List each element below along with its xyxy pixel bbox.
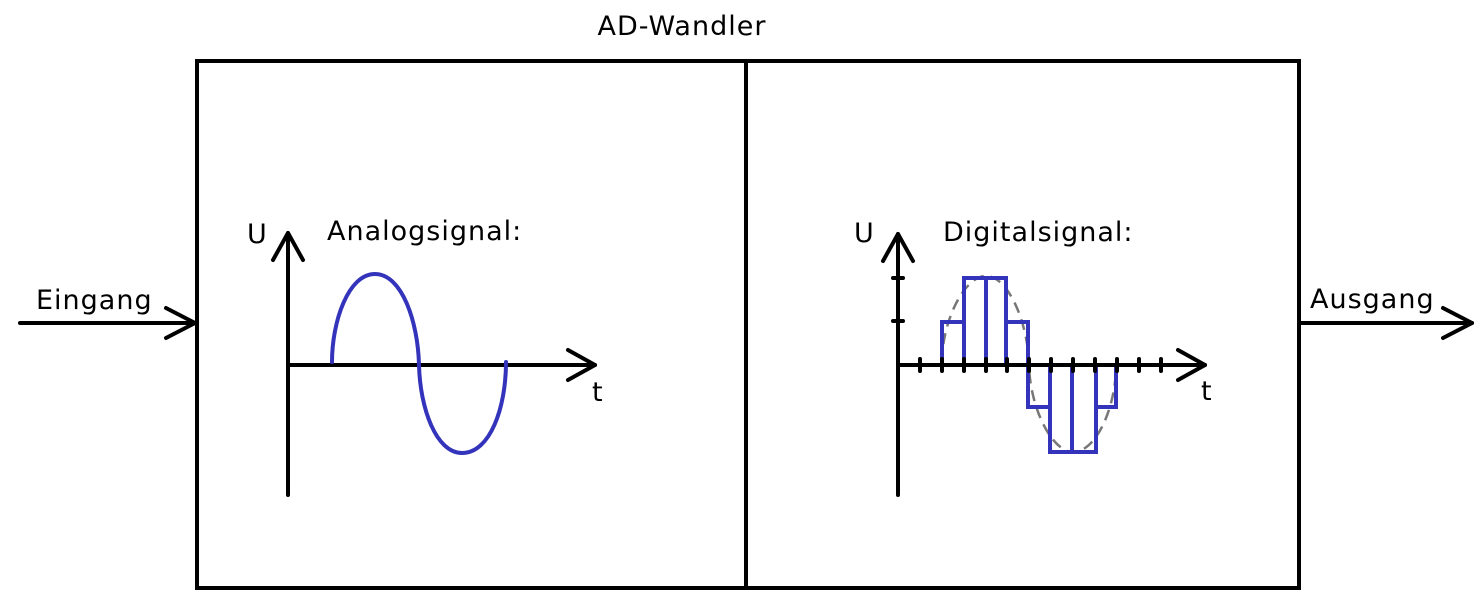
analog-x-arrowhead	[566, 348, 597, 382]
digital-title: Digitalsignal:	[943, 217, 1134, 248]
analog-x-axis-label: t	[592, 377, 604, 408]
analog-axes	[271, 231, 597, 497]
input-label: Eingang	[36, 285, 153, 316]
digital-x-arrowhead	[1176, 348, 1207, 382]
input-arrow	[18, 306, 197, 340]
digital-panel: Digitalsignal: U t	[854, 217, 1213, 497]
output-label: Ausgang	[1310, 284, 1435, 315]
sample-bar	[962, 276, 988, 367]
sample-bar	[1094, 363, 1118, 409]
analog-y-arrowhead	[271, 231, 305, 262]
sample-bar	[1026, 363, 1052, 409]
analog-y-axis-label: U	[247, 219, 268, 250]
analog-title: Analogsignal:	[327, 216, 522, 247]
output-arrow	[1297, 306, 1474, 340]
sample-bar	[940, 320, 966, 367]
sample-bar	[1070, 363, 1098, 454]
diagram-title: AD-Wandler	[598, 11, 767, 42]
sample-bar	[1048, 363, 1074, 454]
digital-x-axis-label: t	[1201, 376, 1213, 407]
digital-axes	[881, 232, 1207, 497]
sample-bar	[984, 276, 1008, 367]
digital-y-axis-label: U	[854, 218, 875, 249]
analog-sine-wave	[330, 271, 508, 456]
digital-y-arrowhead	[881, 232, 915, 263]
digital-x-ticks	[918, 357, 1163, 373]
analog-panel: Analogsignal: U t	[247, 216, 604, 497]
